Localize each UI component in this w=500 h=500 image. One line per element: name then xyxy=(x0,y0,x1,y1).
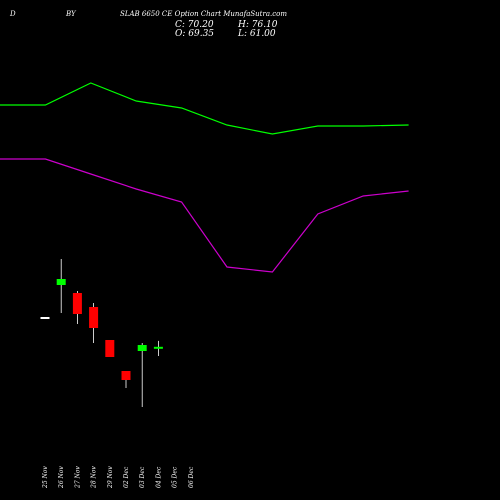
x-tick-label: 29 Nov xyxy=(107,466,114,489)
x-tick-label: 27 Nov xyxy=(74,466,81,489)
x-tick-label: 06 Dec xyxy=(188,466,195,488)
chart-title: SLAB 6650 CE Option Chart MunafaSutra.co… xyxy=(120,10,287,18)
candle-body xyxy=(137,345,147,351)
candle-body xyxy=(56,279,66,285)
x-tick-label: 05 Dec xyxy=(172,466,179,488)
x-tick-label: 02 Dec xyxy=(123,466,130,488)
x-tick-label: 03 Dec xyxy=(139,466,146,488)
header-code: BY xyxy=(66,10,76,18)
candle-body xyxy=(89,307,99,328)
low-value: L: 61.00 xyxy=(238,29,276,39)
open-value: O: 69.35 xyxy=(175,29,215,39)
candle-body xyxy=(105,340,115,357)
candle-body xyxy=(153,346,163,349)
x-tick-label: 04 Dec xyxy=(155,466,162,488)
x-tick-label: 25 Nov xyxy=(42,466,49,489)
candle-body xyxy=(72,293,82,314)
series-line-1 xyxy=(0,158,409,273)
high-value: H: 76.10 xyxy=(238,20,278,30)
x-tick-label: 26 Nov xyxy=(58,466,65,489)
series-line-0 xyxy=(0,82,409,135)
close-value: C: 70.20 xyxy=(175,20,214,30)
candle-body xyxy=(40,317,50,319)
x-tick-label: 28 Nov xyxy=(91,466,98,489)
header-letter: D xyxy=(10,10,16,18)
candle-body xyxy=(121,371,131,380)
